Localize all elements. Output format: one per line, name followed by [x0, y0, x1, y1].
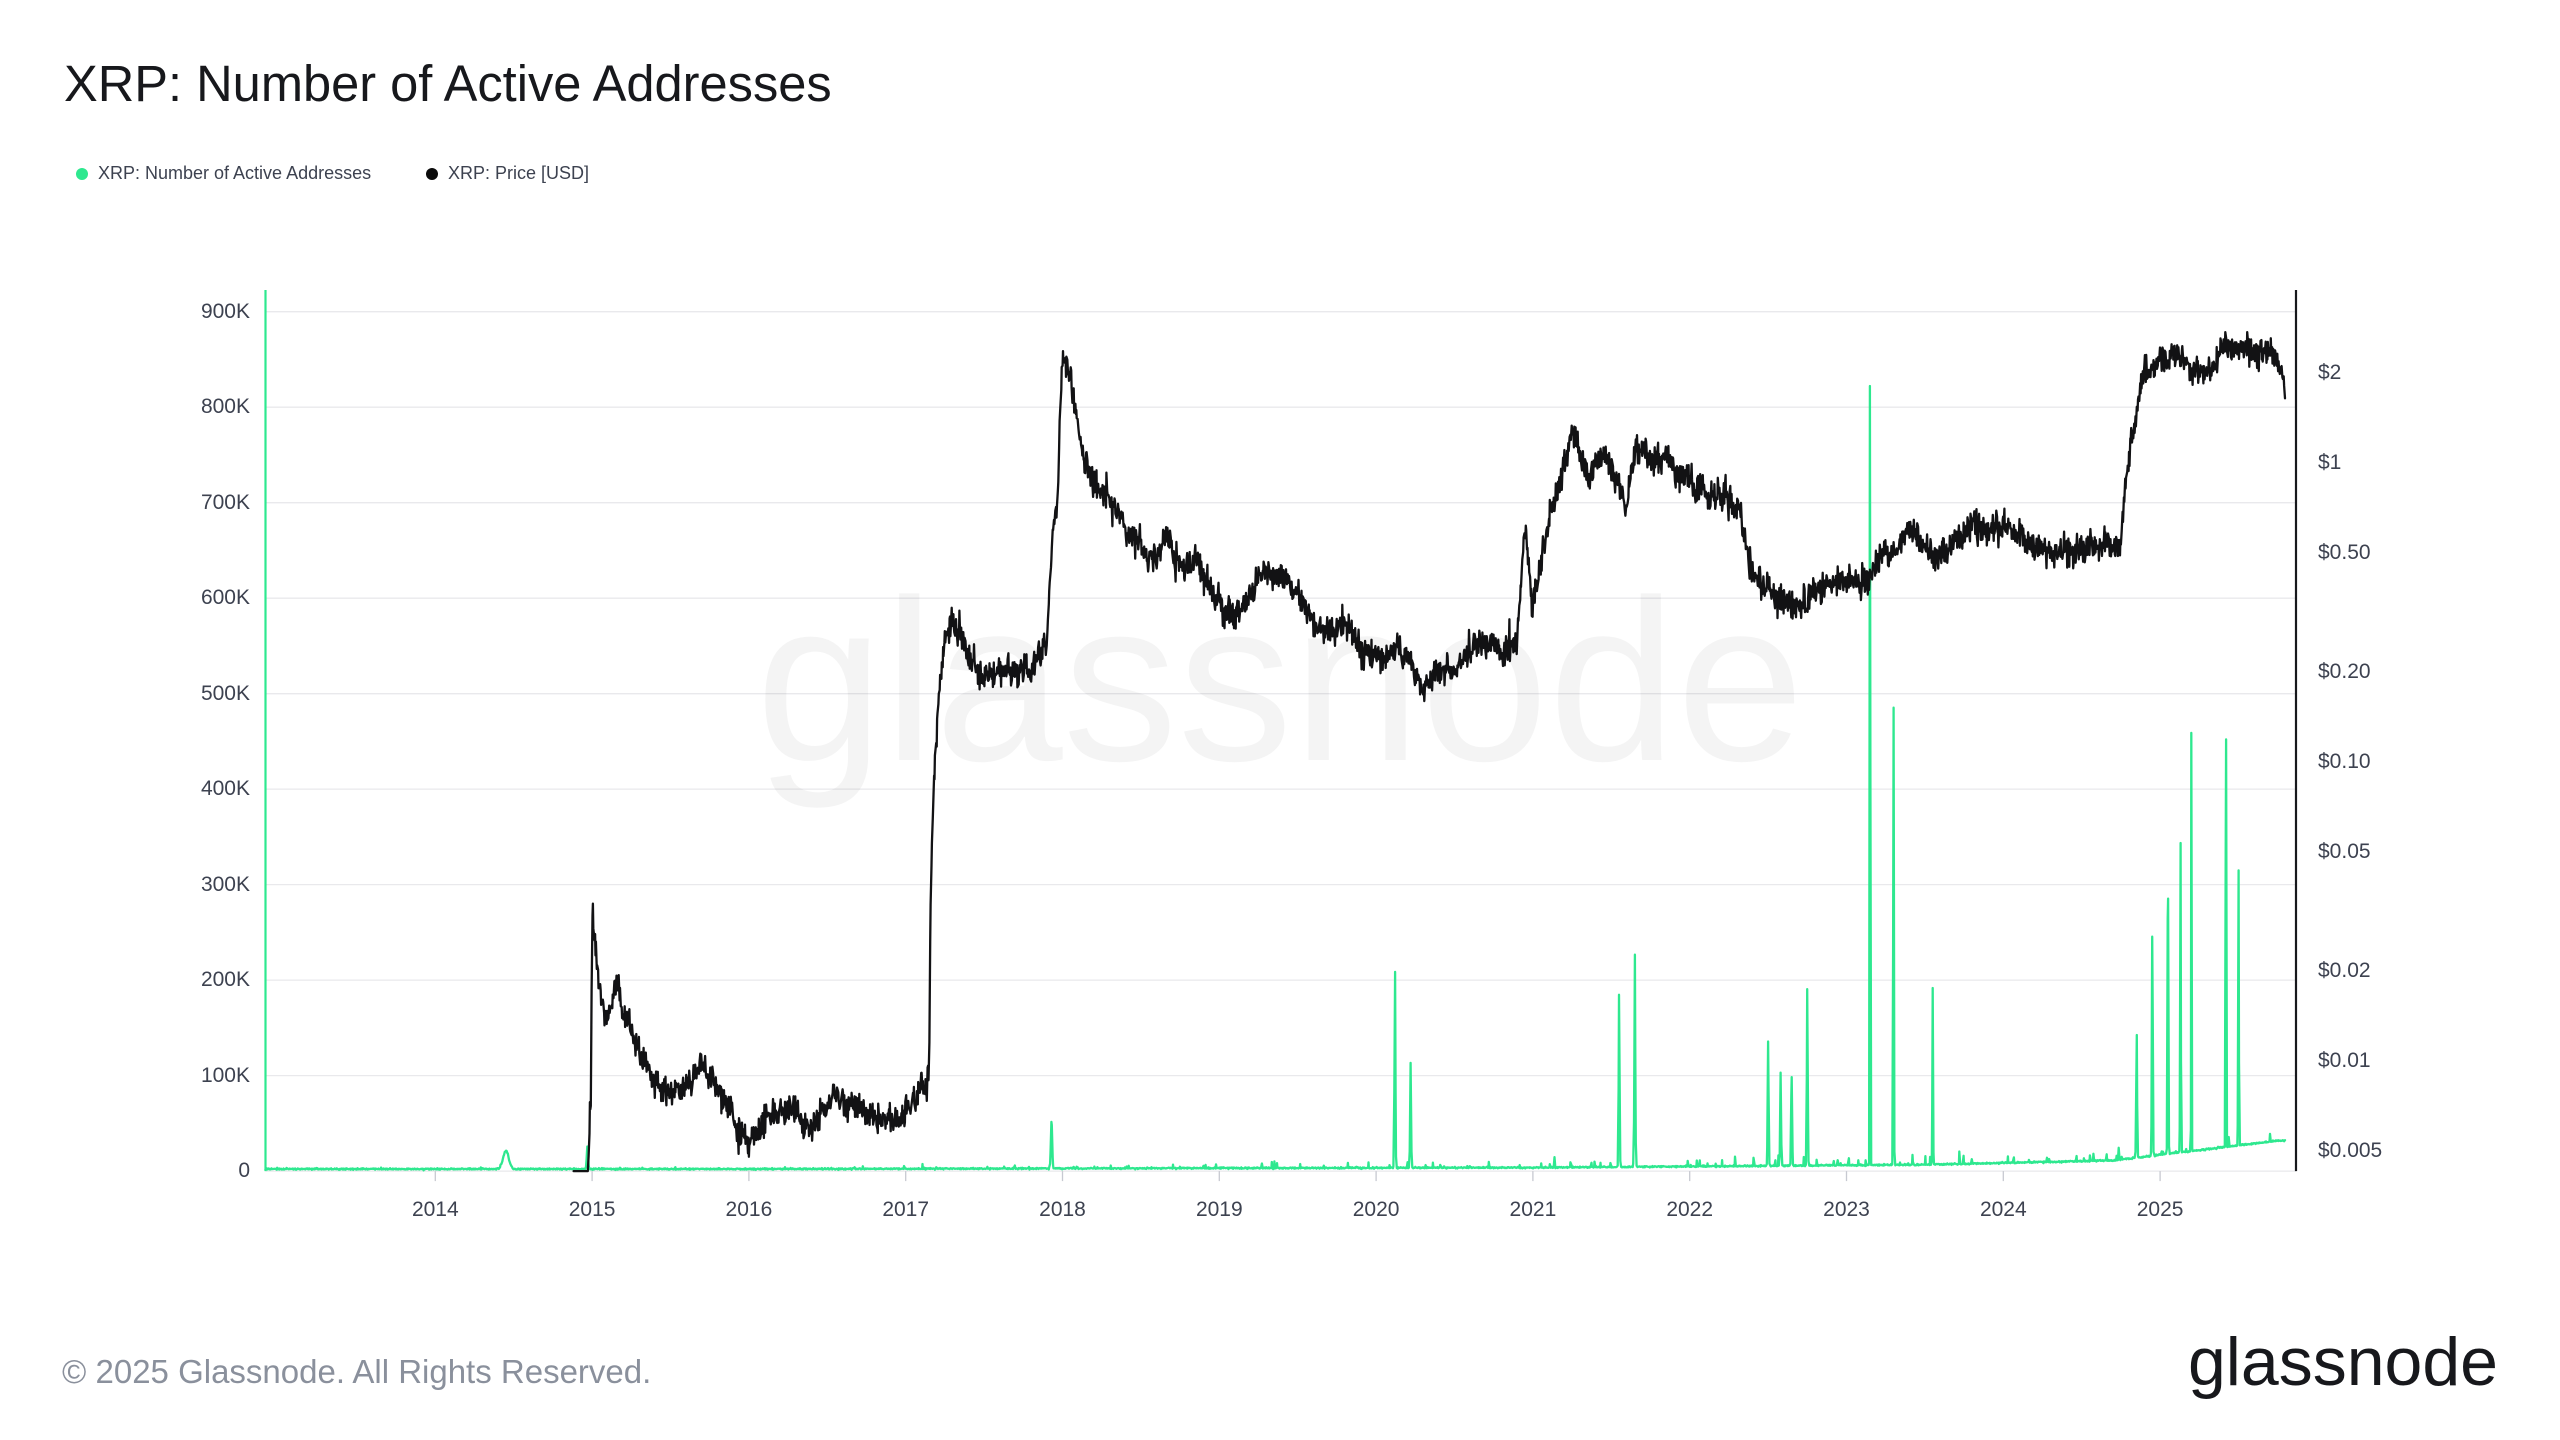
svg-text:glassnode: glassnode [756, 552, 1805, 809]
